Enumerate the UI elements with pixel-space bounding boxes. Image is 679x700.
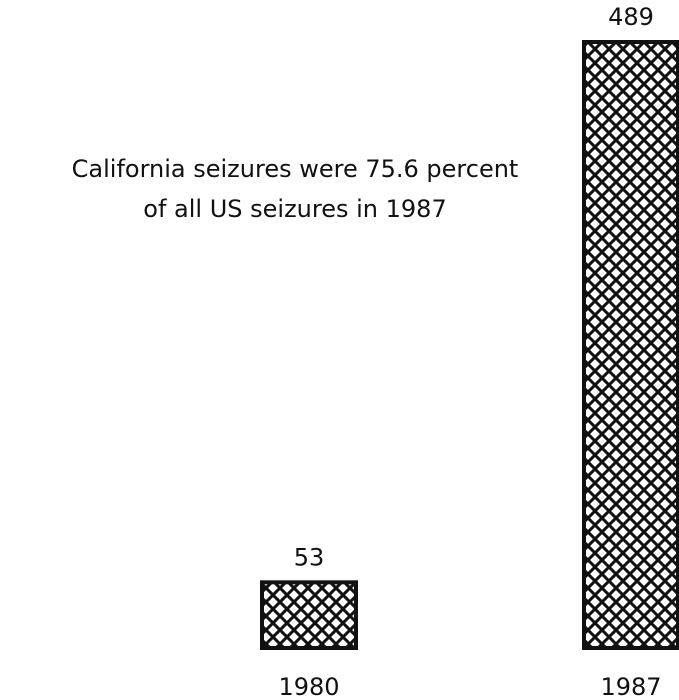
- annotation: of all US seizures in 1987: [143, 195, 446, 223]
- x-tick-label: 1987: [600, 673, 661, 700]
- annotation: California seizures were 75.6 percent: [72, 155, 519, 183]
- x-tick-label: 1980: [278, 673, 339, 700]
- value-label: 53: [294, 543, 325, 571]
- value-label: 489: [608, 3, 654, 31]
- bar: [260, 580, 358, 651]
- bar: [582, 40, 679, 650]
